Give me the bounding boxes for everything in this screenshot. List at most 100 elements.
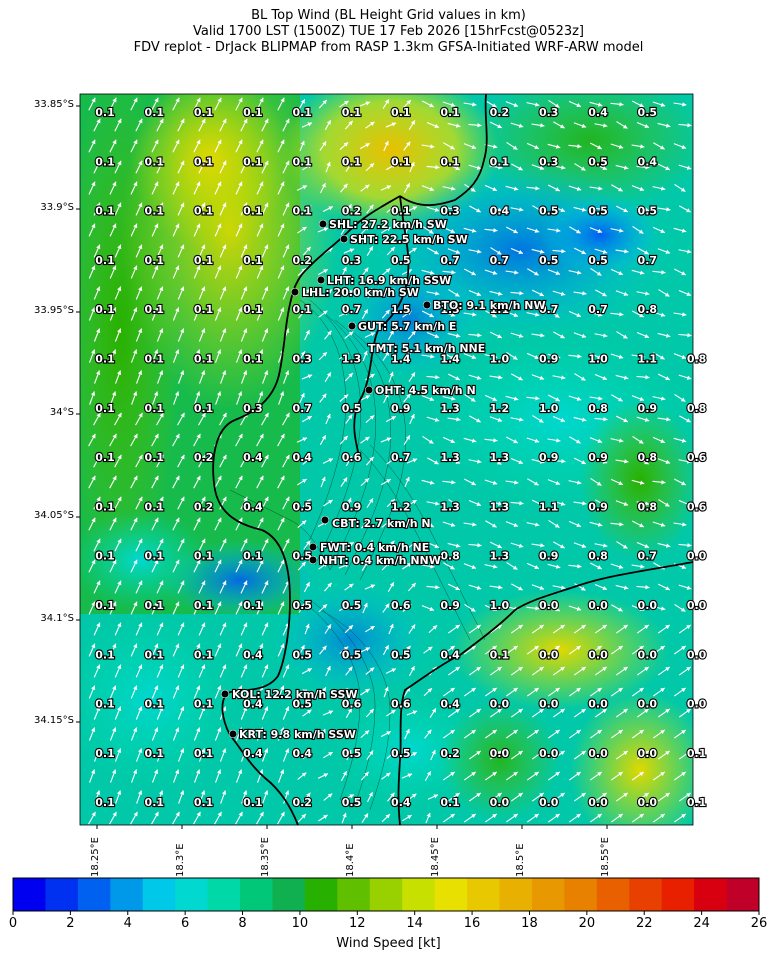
grid-value: 0.1 bbox=[145, 550, 165, 563]
wind-arrow bbox=[406, 751, 418, 759]
wind-arrow bbox=[610, 228, 624, 233]
wind-arrow bbox=[114, 286, 122, 300]
wind-arrow bbox=[130, 139, 138, 153]
wind-arrow bbox=[610, 771, 624, 781]
wind-arrow bbox=[338, 311, 350, 317]
wind-arrow bbox=[151, 139, 159, 153]
wind-arrow bbox=[652, 396, 666, 401]
wind-arrow bbox=[130, 517, 138, 531]
wind-arrow bbox=[442, 813, 456, 823]
wind-arrow bbox=[361, 308, 369, 320]
wind-arrow bbox=[526, 227, 540, 233]
wind-arrow bbox=[552, 415, 566, 423]
wind-arrow bbox=[366, 750, 374, 760]
wind-arrow bbox=[339, 100, 349, 108]
wind-arrow bbox=[297, 520, 307, 528]
wind-arrow bbox=[134, 832, 145, 846]
wind-arrow bbox=[510, 750, 524, 760]
wind-arrow bbox=[177, 202, 185, 216]
longitude-label: 18.35°E bbox=[260, 837, 271, 877]
wind-arrow bbox=[442, 687, 456, 697]
grid-value: 0.1 bbox=[194, 106, 214, 119]
wind-arrow bbox=[589, 186, 603, 191]
wind-arrow bbox=[547, 645, 561, 655]
wind-arrow bbox=[489, 750, 503, 760]
wind-arrow bbox=[277, 433, 285, 447]
wind-arrow bbox=[652, 270, 666, 275]
wind-arrow bbox=[421, 185, 435, 191]
wind-arrow bbox=[318, 99, 328, 109]
wind-arrow bbox=[673, 687, 687, 697]
wind-arrow bbox=[386, 709, 396, 717]
wind-arrow bbox=[422, 435, 434, 445]
wind-arrow bbox=[302, 457, 312, 465]
station-label: KRT: 9.8 km/h SSW bbox=[239, 728, 356, 741]
wind-arrow bbox=[366, 498, 374, 508]
wind-arrow bbox=[114, 202, 122, 216]
wind-arrow bbox=[344, 120, 354, 130]
wind-arrow bbox=[443, 562, 455, 570]
wind-arrow bbox=[610, 312, 624, 317]
wind-arrow bbox=[155, 832, 166, 846]
wind-arrow bbox=[679, 415, 691, 423]
wind-arrow bbox=[172, 517, 180, 531]
grid-value: 1.3 bbox=[440, 451, 460, 464]
wind-arrow bbox=[615, 374, 629, 380]
wind-arrow bbox=[526, 102, 540, 107]
wind-arrow bbox=[547, 479, 561, 485]
wind-arrow bbox=[694, 686, 708, 698]
wind-arrow bbox=[505, 226, 519, 234]
wind-arrow bbox=[526, 771, 540, 781]
colorbar-segment bbox=[629, 878, 663, 911]
grid-value: 0.1 bbox=[95, 550, 115, 563]
wind-arrow bbox=[214, 643, 222, 657]
wind-arrow bbox=[631, 813, 645, 823]
wind-arrow bbox=[568, 185, 582, 191]
wind-arrow bbox=[385, 163, 397, 171]
grid-value: 0.4 bbox=[243, 698, 263, 711]
wind-arrow bbox=[151, 601, 159, 615]
wind-arrow bbox=[610, 563, 624, 569]
wind-arrow bbox=[531, 289, 545, 297]
wind-arrow bbox=[484, 604, 498, 612]
wind-arrow bbox=[673, 102, 687, 107]
wind-arrow bbox=[382, 351, 390, 361]
wind-arrow bbox=[323, 288, 333, 298]
wind-arrow bbox=[340, 729, 348, 739]
wind-arrow bbox=[193, 601, 201, 615]
grid-value: 0.1 bbox=[490, 648, 510, 661]
wind-arrow bbox=[298, 351, 306, 361]
wind-arrow bbox=[282, 706, 290, 720]
wind-arrow bbox=[469, 415, 481, 423]
wind-arrow bbox=[448, 499, 460, 507]
station-label: FWT: 0.4 km/h NE bbox=[320, 541, 429, 554]
wind-arrow bbox=[484, 729, 498, 739]
wind-arrow bbox=[388, 371, 394, 383]
wind-arrow bbox=[532, 205, 544, 213]
wind-arrow bbox=[658, 289, 670, 297]
wind-arrow bbox=[526, 687, 540, 697]
wind-arrow bbox=[678, 164, 692, 170]
wind-arrow bbox=[172, 433, 180, 447]
grid-value: 0.1 bbox=[687, 796, 707, 809]
grid-value: 0.1 bbox=[194, 747, 214, 760]
wind-arrow bbox=[674, 603, 686, 613]
wind-arrow bbox=[135, 454, 143, 468]
wind-arrow bbox=[594, 458, 608, 464]
grid-value: 0.1 bbox=[95, 747, 115, 760]
grid-value: 0.0 bbox=[539, 747, 559, 760]
colorbar-segment bbox=[726, 878, 760, 911]
wind-arrow bbox=[615, 584, 629, 590]
wind-arrow bbox=[610, 813, 624, 823]
wind-arrow bbox=[380, 730, 392, 738]
wind-arrow bbox=[553, 331, 565, 339]
wind-arrow bbox=[657, 458, 671, 464]
wind-arrow bbox=[573, 833, 587, 845]
wind-arrow bbox=[214, 349, 222, 363]
wind-arrow bbox=[552, 624, 566, 634]
wind-arrow bbox=[489, 290, 503, 296]
wind-arrow bbox=[235, 643, 243, 657]
wind-arrow bbox=[489, 121, 503, 129]
grid-value: 1.2 bbox=[490, 402, 510, 415]
wind-arrow bbox=[552, 290, 566, 296]
